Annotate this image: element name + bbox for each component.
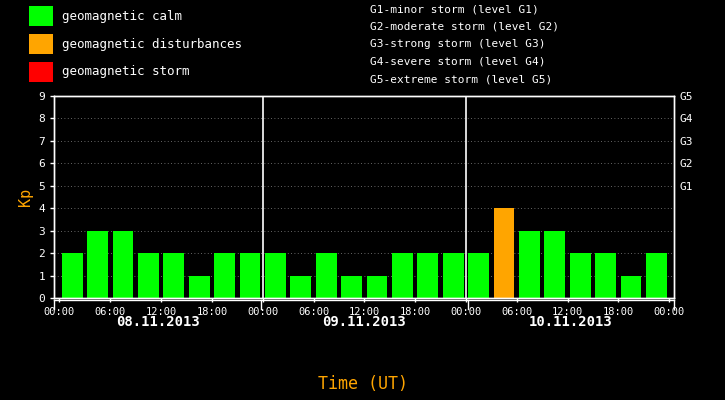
- Bar: [316, 253, 336, 298]
- Bar: [62, 253, 83, 298]
- Bar: [163, 253, 184, 298]
- Text: geomagnetic storm: geomagnetic storm: [62, 66, 189, 78]
- Text: G5-extreme storm (level G5): G5-extreme storm (level G5): [370, 74, 552, 84]
- Bar: [418, 253, 438, 298]
- Bar: [646, 253, 667, 298]
- Text: 10.11.2013: 10.11.2013: [529, 315, 613, 329]
- Text: Time (UT): Time (UT): [318, 375, 407, 393]
- Bar: [112, 231, 133, 298]
- Bar: [265, 253, 286, 298]
- Bar: [621, 276, 642, 298]
- Bar: [239, 253, 260, 298]
- Bar: [291, 276, 311, 298]
- Bar: [468, 253, 489, 298]
- FancyBboxPatch shape: [29, 34, 53, 54]
- Bar: [494, 208, 515, 298]
- FancyBboxPatch shape: [29, 62, 53, 82]
- Y-axis label: Kp: Kp: [18, 188, 33, 206]
- Bar: [87, 231, 108, 298]
- Bar: [595, 253, 616, 298]
- Bar: [443, 253, 464, 298]
- Text: G4-severe storm (level G4): G4-severe storm (level G4): [370, 57, 545, 67]
- Bar: [519, 231, 540, 298]
- Bar: [214, 253, 235, 298]
- Bar: [570, 253, 591, 298]
- Bar: [188, 276, 210, 298]
- Text: geomagnetic calm: geomagnetic calm: [62, 10, 182, 23]
- Text: G1-minor storm (level G1): G1-minor storm (level G1): [370, 4, 539, 14]
- Text: G3-strong storm (level G3): G3-strong storm (level G3): [370, 39, 545, 49]
- Bar: [367, 276, 387, 298]
- Bar: [544, 231, 566, 298]
- FancyBboxPatch shape: [29, 6, 53, 26]
- Text: 09.11.2013: 09.11.2013: [323, 315, 406, 329]
- Text: 08.11.2013: 08.11.2013: [116, 315, 199, 329]
- Bar: [392, 253, 413, 298]
- Bar: [138, 253, 159, 298]
- Text: geomagnetic disturbances: geomagnetic disturbances: [62, 38, 241, 51]
- Text: G2-moderate storm (level G2): G2-moderate storm (level G2): [370, 22, 559, 32]
- Bar: [341, 276, 362, 298]
